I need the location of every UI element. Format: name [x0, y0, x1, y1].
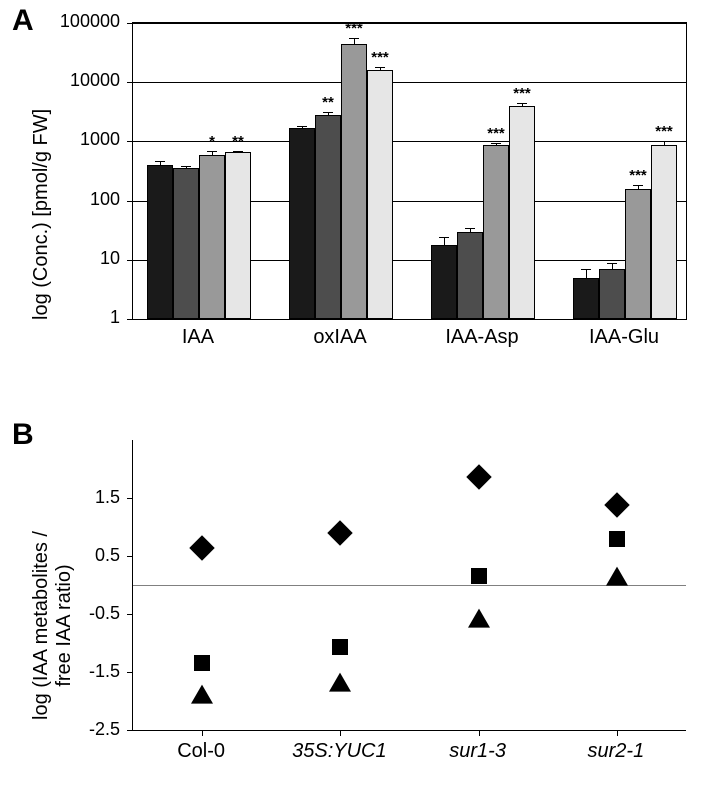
bar: [599, 269, 625, 319]
error-bar: [444, 237, 445, 244]
bar: [199, 155, 225, 319]
error-bar: [586, 269, 587, 278]
y-tick-label: -2.5: [0, 719, 120, 740]
error-cap: [659, 141, 669, 142]
y-tick-mark: [127, 260, 133, 261]
significance-marker: ***: [339, 20, 369, 37]
y-tick-label: 1.5: [0, 487, 120, 508]
significance-marker: ***: [481, 125, 511, 142]
zero-line: [133, 585, 686, 586]
y-tick-mark: [127, 614, 133, 615]
bar: [509, 106, 535, 319]
x-category-label: Col-0: [132, 740, 270, 763]
bar: [431, 245, 457, 319]
error-cap: [181, 166, 191, 167]
y-tick-label: 1: [0, 307, 120, 328]
square-marker: [332, 639, 348, 655]
bar: [625, 189, 651, 319]
y-tick-label: -1.5: [0, 661, 120, 682]
significance-marker: **: [223, 133, 253, 150]
bar: [289, 128, 315, 319]
x-tick-mark: [340, 730, 341, 736]
y-tick-mark: [127, 23, 133, 24]
panel-a-chart: ***********************: [132, 22, 687, 320]
y-tick-mark: [127, 141, 133, 142]
x-category-label: sur1-3: [409, 740, 547, 763]
error-cap: [465, 228, 475, 229]
error-cap: [491, 143, 501, 144]
error-cap: [155, 161, 165, 162]
error-cap: [517, 103, 527, 104]
diamond-marker: [604, 492, 629, 517]
bar: [173, 168, 199, 319]
significance-marker: ***: [365, 49, 395, 66]
diamond-marker: [466, 464, 491, 489]
x-category-label: 35S:YUC1: [270, 740, 408, 763]
grid-line: [133, 23, 686, 24]
figure: A *********************** log (Conc.) [p…: [0, 0, 712, 808]
x-category-label: IAA-Glu: [572, 326, 676, 349]
y-tick-mark: [127, 556, 133, 557]
bar: [315, 115, 341, 319]
triangle-marker: [191, 685, 213, 704]
diamond-marker: [328, 520, 353, 545]
y-tick-label: 100: [0, 189, 120, 210]
y-tick-mark: [127, 319, 133, 320]
square-marker: [471, 568, 487, 584]
y-tick-mark: [127, 672, 133, 673]
error-cap: [439, 237, 449, 238]
bar: [457, 232, 483, 319]
y-tick-label: 100000: [0, 11, 120, 32]
bar: [341, 44, 367, 319]
significance-marker: ***: [623, 167, 653, 184]
y-tick-label: 10: [0, 248, 120, 269]
square-marker: [609, 531, 625, 547]
panel-b-chart: [132, 440, 686, 731]
diamond-marker: [189, 536, 214, 561]
x-category-label: IAA: [146, 326, 250, 349]
y-tick-label: 1000: [0, 129, 120, 150]
y-tick-mark: [127, 730, 133, 731]
triangle-marker: [606, 567, 628, 586]
bar: [651, 145, 677, 319]
y-tick-label: 10000: [0, 70, 120, 91]
error-cap: [233, 151, 243, 152]
error-cap: [323, 112, 333, 113]
bar: [483, 145, 509, 319]
bar: [573, 278, 599, 319]
error-cap: [581, 269, 591, 270]
x-category-label: sur2-1: [547, 740, 685, 763]
square-marker: [194, 655, 210, 671]
x-category-label: IAA-Asp: [430, 326, 534, 349]
error-cap: [297, 126, 307, 127]
bar: [225, 152, 251, 319]
y-tick-mark: [127, 498, 133, 499]
x-tick-mark: [617, 730, 618, 736]
bar: [147, 165, 173, 319]
y-tick-label: -0.5: [0, 603, 120, 624]
error-cap: [375, 67, 385, 68]
error-cap: [633, 185, 643, 186]
triangle-marker: [468, 608, 490, 627]
error-cap: [349, 38, 359, 39]
significance-marker: **: [313, 94, 343, 111]
error-cap: [207, 151, 217, 152]
grid-line: [133, 82, 686, 83]
x-tick-mark: [479, 730, 480, 736]
y-tick-mark: [127, 201, 133, 202]
x-category-label: oxIAA: [288, 326, 392, 349]
significance-marker: ***: [649, 123, 679, 140]
y-tick-mark: [127, 82, 133, 83]
error-cap: [607, 263, 617, 264]
panel-b-label: B: [12, 418, 34, 452]
bar: [367, 70, 393, 319]
significance-marker: ***: [507, 85, 537, 102]
x-tick-mark: [202, 730, 203, 736]
grid-line: [133, 319, 686, 320]
triangle-marker: [329, 673, 351, 692]
y-tick-label: 0.5: [0, 545, 120, 566]
